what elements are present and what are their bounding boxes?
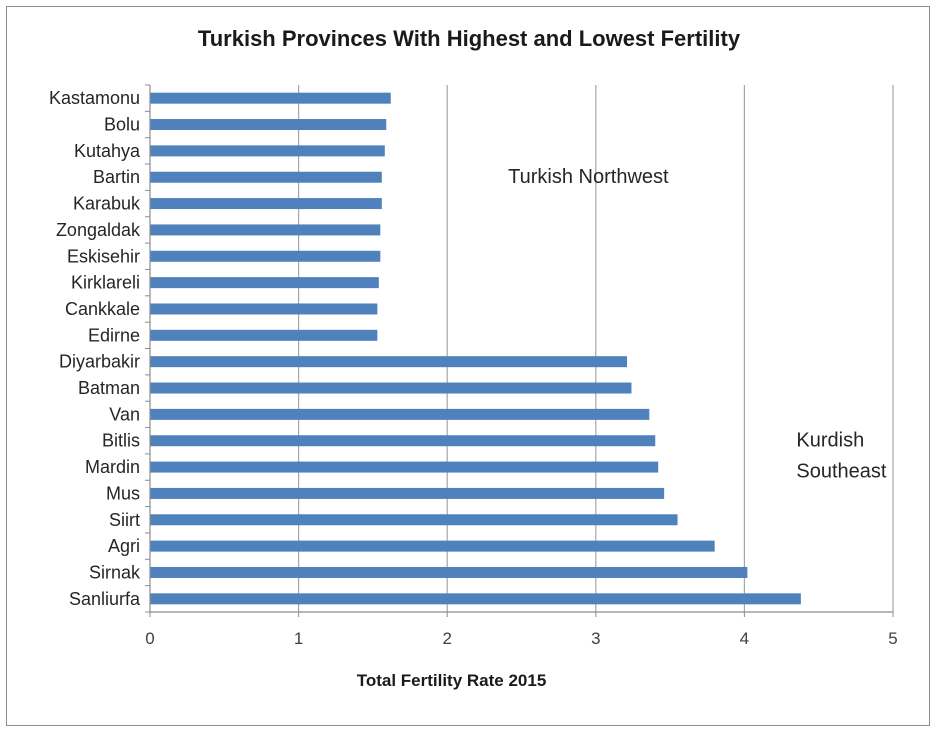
category-label-kastamonu: Kastamonu	[49, 88, 140, 108]
category-label-sirnak: Sirnak	[89, 562, 141, 582]
x-tick-label-5: 5	[888, 629, 897, 648]
category-label-zongaldak: Zongaldak	[56, 220, 141, 240]
category-label-diyarbakir: Diyarbakir	[59, 352, 140, 372]
category-label-kirklareli: Kirklareli	[71, 273, 140, 293]
category-label-edirne: Edirne	[88, 325, 140, 345]
bar-mus	[150, 487, 665, 499]
bar-kutahya	[150, 145, 385, 157]
bars	[150, 92, 801, 605]
bar-van	[150, 408, 650, 420]
bar-edirne	[150, 329, 378, 341]
category-label-mus: Mus	[106, 483, 140, 503]
category-label-van: Van	[109, 404, 140, 424]
bar-siirt	[150, 514, 678, 526]
x-tick-label-3: 3	[591, 629, 600, 648]
annotations: Turkish Northwest Kurdish Southeast	[508, 166, 887, 483]
category-label-bitlis: Bitlis	[102, 431, 140, 451]
bar-diyarbakir	[150, 356, 628, 368]
bar-bitlis	[150, 435, 656, 447]
bar-bolu	[150, 119, 387, 131]
x-tick-label-4: 4	[740, 629, 749, 648]
category-label-kutahya: Kutahya	[74, 141, 141, 161]
bar-cankkale	[150, 303, 378, 315]
category-labels: Kastamonu Bolu Kutahya Bartin Karabuk Zongald…	[49, 88, 141, 609]
annotation-kurdish-southeast: Kurdish Southeast	[796, 430, 887, 483]
bar-sirnak	[150, 566, 748, 578]
bar-eskisehir	[150, 250, 381, 262]
category-label-mardin: Mardin	[85, 457, 140, 477]
x-tick-labels: 0 1 2 3 4 5	[145, 629, 897, 648]
annotation-line: Kurdish	[796, 430, 864, 452]
category-label-batman: Batman	[78, 378, 140, 398]
category-label-sanliurfa: Sanliurfa	[69, 589, 141, 609]
x-axis-label: Total Fertility Rate 2015	[357, 671, 547, 690]
annotation-line: Turkish Northwest	[508, 166, 669, 188]
axes	[145, 84, 894, 617]
category-label-agri: Agri	[108, 536, 140, 556]
category-label-cankkale: Cankkale	[65, 299, 140, 319]
category-label-siirt: Siirt	[109, 510, 140, 530]
bar-zongaldak	[150, 224, 381, 236]
bar-kastamonu	[150, 92, 391, 104]
chart-title: Turkish Provinces With Highest and Lowes…	[197, 26, 741, 51]
bar-agri	[150, 540, 715, 552]
category-label-bolu: Bolu	[104, 115, 140, 135]
x-tick-label-2: 2	[442, 629, 451, 648]
bar-mardin	[150, 461, 659, 473]
category-label-karabuk: Karabuk	[73, 194, 141, 214]
category-label-eskisehir: Eskisehir	[67, 246, 140, 266]
x-tick-label-0: 0	[145, 629, 154, 648]
category-label-bartin: Bartin	[93, 167, 140, 187]
bar-bartin	[150, 171, 382, 183]
annotation-turkish-northwest: Turkish Northwest	[508, 166, 669, 188]
grid-lines	[298, 85, 894, 612]
annotation-line: Southeast	[796, 461, 887, 483]
bar-batman	[150, 382, 632, 394]
x-tick-label-1: 1	[294, 629, 303, 648]
bar-sanliurfa	[150, 593, 801, 605]
bar-karabuk	[150, 198, 382, 210]
bar-kirklareli	[150, 277, 379, 289]
